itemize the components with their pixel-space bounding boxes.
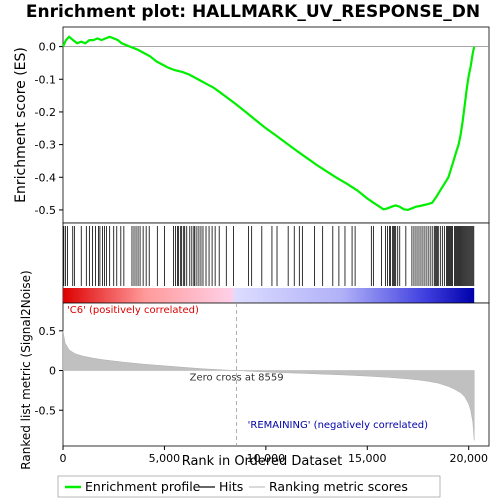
x-tick-label: 15,000 [348,452,387,465]
es-y-tick-label: -0.1 [35,73,56,86]
es-y-tick-label: 0.0 [39,41,57,54]
negative-correlation-label: 'REMAINING' (negatively correlated) [248,420,428,431]
es-y-axis-label: Enrichment score (ES) [13,47,29,203]
es-y-tick-label: -0.3 [35,139,56,152]
hit-markers [63,226,475,286]
rank-y-ticks: 0.5 0 -0.5 [35,325,63,417]
x-tick-label: 5,000 [149,452,181,465]
es-y-tick-label: -0.2 [35,106,56,119]
x-axis-label: Rank in Ordered Dataset [182,454,343,469]
positive-correlation-label: 'C6' (positively correlated) [67,305,199,316]
es-panel-frame [62,26,490,224]
legend-ranking-label: Ranking metric scores [269,479,408,494]
enrichment-profile-line [62,35,476,212]
es-y-tick-label: -0.5 [35,204,56,217]
rank-y-axis-label: Ranked list metric (Signal2Noise) [19,270,33,469]
legend-hits-label: Hits [219,479,243,494]
es-y-ticks: 0.0 -0.1 -0.2 -0.3 -0.4 -0.5 [35,41,63,217]
rank-y-tick-label: 0 [49,365,56,378]
x-tick-label: 10,000 [247,452,286,465]
x-tick-label: 20,000 [449,452,488,465]
rank-color-bar [63,288,475,303]
zero-cross-label: Zero cross at 8559 [190,373,284,384]
ranking-metric-area [62,330,475,441]
legend-enrichment-label: Enrichment profile [85,479,201,494]
es-y-tick-label: -0.4 [35,171,56,184]
rank-y-tick-label: 0.5 [39,325,57,338]
chart-title: Enrichment plot: HALLMARK_UV_RESPONSE_DN [26,2,480,22]
rank-y-tick-label: -0.5 [35,404,56,417]
x-tick-label: 0 [60,452,67,465]
x-ticks: 0 5,000 10,000 15,000 20,000 [60,446,488,465]
